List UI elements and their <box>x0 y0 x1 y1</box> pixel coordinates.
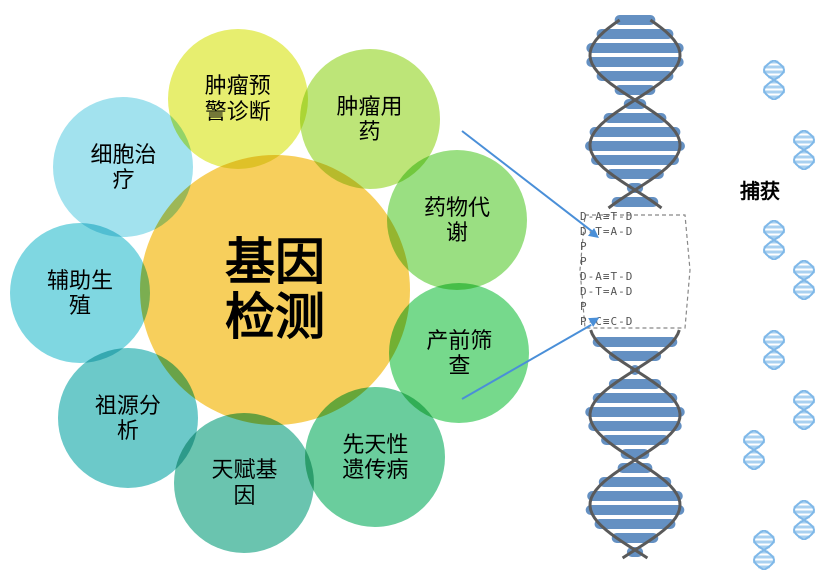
dna-panel: D-A≡T-DD-T=A-DPPD-A≡T-DD-T=A-DPP-C≡C-D 捕… <box>540 0 819 581</box>
outer-node-label: 肿瘤预 警诊断 <box>205 73 271 124</box>
basepair-text: P <box>580 240 588 253</box>
basepair-text: D-T=A-D <box>580 285 633 298</box>
basepair-text: D-A≡T-D <box>580 210 633 223</box>
dna-fragment-icon <box>790 260 818 300</box>
outer-node-8: 细胞治 疗 <box>53 97 193 237</box>
dna-fragment-icon <box>750 530 778 570</box>
dna-fragment-icon <box>790 500 818 540</box>
radial-diagram: 基因 检测 肿瘤预 警诊断 肿瘤用 药药物代 谢产前筛 查先天性 遗传病 天赋基 因… <box>0 0 540 581</box>
dna-fragment-icon <box>760 60 788 100</box>
outer-node-label: 辅助生 殖 <box>47 268 113 319</box>
basepair-text: P <box>580 255 588 268</box>
outer-node-label: 天赋基 因 <box>211 457 277 508</box>
outer-node-2: 药物代 谢 <box>387 150 527 290</box>
outer-node-6: 祖源分 析 <box>58 348 198 488</box>
dna-fragment-icon <box>740 430 768 470</box>
basepair-text: P <box>580 300 588 313</box>
center-label: 基因 检测 <box>225 235 325 345</box>
outer-node-label: 细胞治 疗 <box>90 142 156 193</box>
outer-node-7: 辅助生 殖 <box>10 223 150 363</box>
basepair-text: D-A≡T-D <box>580 270 633 283</box>
outer-node-label: 药物代 谢 <box>424 195 490 246</box>
dna-fragment-icon <box>760 330 788 370</box>
outer-node-label: 肿瘤用 药 <box>337 94 403 145</box>
dna-fragment-icon <box>790 390 818 430</box>
outer-node-label: 产前筛 查 <box>426 328 492 379</box>
dna-fragment-icon <box>790 130 818 170</box>
outer-node-label: 祖源分 析 <box>95 393 161 444</box>
dna-fragment-icon <box>760 220 788 260</box>
outer-node-label: 先天性 遗传病 <box>342 432 408 483</box>
outer-node-4: 先天性 遗传病 <box>305 387 445 527</box>
capture-label: 捕获 <box>740 175 780 204</box>
